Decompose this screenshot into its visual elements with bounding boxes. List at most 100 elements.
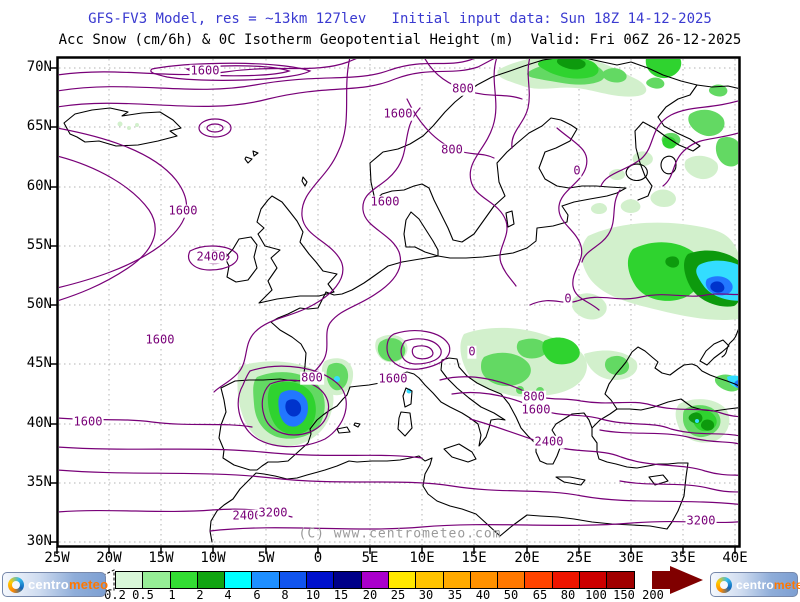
lat-label: 55N [26, 237, 52, 253]
centrometeo-swirl-icon [8, 576, 24, 593]
contour-label: 1600 [520, 402, 552, 417]
colorbar-label: 6 [253, 588, 261, 602]
contour-label: 800 [522, 389, 546, 404]
centrometeo-logo-left: centro meteo [2, 572, 109, 597]
contour-label: 3200 [685, 513, 717, 528]
colorbar-cell [333, 571, 362, 589]
colorbar-arrow-base [652, 571, 670, 589]
lat-label: 50N [26, 296, 52, 312]
colorbar-label: 15 [333, 588, 349, 602]
coast-norway-north-russia [369, 59, 738, 201]
lat-label: 60N [26, 178, 52, 194]
centrometeo-logo-right: centro meteo [710, 572, 800, 597]
contour-label: 800 [451, 81, 475, 96]
axis-ticks [50, 67, 736, 554]
colorbar-label: 100 [585, 588, 607, 602]
contour-label: 1600 [369, 194, 401, 209]
snow-bright-layer [267, 59, 717, 435]
colorbar [115, 571, 635, 589]
coast-ireland [224, 236, 258, 283]
colorbar-cell [251, 571, 280, 589]
lon-label: 40E [722, 550, 748, 566]
colorbar-label: 150 [613, 588, 635, 602]
colorbar-cell [442, 571, 471, 589]
colorbar-cell [278, 571, 308, 589]
colorbar-cell [169, 571, 198, 589]
colorbar-label: 0.2 [104, 588, 126, 602]
lat-label: 35N [26, 474, 52, 490]
colorbar-cell [115, 571, 144, 589]
contour-label: 1600 [189, 63, 221, 78]
colorbar-label: 4 [224, 588, 232, 602]
colorbar-cell [497, 571, 526, 589]
contour-label: 2400 [231, 508, 263, 523]
contour-label: 0 [467, 344, 477, 359]
contour-lines [59, 59, 738, 532]
contour-label: 0 [572, 163, 582, 178]
colorbar-label: 35 [447, 588, 463, 602]
contour-label: 1600 [167, 203, 199, 218]
contour-label: 0 [563, 291, 573, 306]
lon-label: 35E [670, 550, 696, 566]
logo-text-meteo: meteo [68, 577, 109, 592]
contour-label: 1600 [72, 414, 104, 429]
lon-label: 20W [96, 550, 122, 566]
contour-label: 1600 [382, 106, 414, 121]
lon-label: 15E [461, 550, 487, 566]
colorbar-cell [142, 571, 171, 589]
colorbar-cell [551, 571, 581, 589]
lon-label: 30E [618, 550, 644, 566]
lon-label: 15W [148, 550, 174, 566]
colorbar-label: 0.5 [132, 588, 154, 602]
lat-label: 70N [26, 59, 52, 75]
model-title: GFS-FV3 Model, res = ~13km 127lev Initia… [88, 11, 712, 27]
logo-text-centro: centro [736, 577, 774, 592]
colorbar-label: 65 [532, 588, 548, 602]
lon-label: 25E [566, 550, 592, 566]
coast-rivers-east [721, 328, 738, 358]
coast-faroe [244, 150, 308, 187]
coast-iceland [63, 107, 182, 147]
colorbar-cell [360, 571, 389, 589]
logo-text-meteo: meteo [773, 577, 800, 592]
colorbar-cell [469, 571, 499, 589]
field-valid-title: Acc Snow (cm/6h) & 0C Isotherm Geopotent… [58, 32, 742, 48]
lon-label: 20E [514, 550, 540, 566]
logo-text-centro: centro [28, 577, 69, 592]
colorbar-label: 200 [642, 588, 664, 602]
colorbar-label: 20 [362, 588, 378, 602]
colorbar-cell [606, 571, 635, 589]
centrometeo-swirl-icon [716, 576, 732, 593]
contour-label: 800 [440, 142, 464, 157]
contour-label: 3200 [257, 505, 289, 520]
coast-blacksea-north [604, 346, 738, 410]
lat-label: 30N [26, 533, 52, 549]
colorbar-cell [579, 571, 608, 589]
coastlines [63, 59, 738, 543]
colorbar-label: 25 [390, 588, 406, 602]
lon-label: 5W [257, 550, 275, 566]
lon-label: 10W [200, 550, 226, 566]
coast-white-sea [634, 84, 701, 201]
lat-label: 45N [26, 355, 52, 371]
colorbar-cell [524, 571, 553, 589]
contour-label: 1600 [377, 371, 409, 386]
lon-label: 10E [409, 550, 435, 566]
lon-label: 0 [313, 550, 323, 566]
colorbar-label: 40 [475, 588, 491, 602]
colorbar-label: 8 [281, 588, 289, 602]
colorbar-cell [224, 571, 253, 589]
colorbar-cell [415, 571, 444, 589]
coast-baltic-europe [209, 117, 689, 543]
colorbar-cell [387, 571, 417, 589]
colorbar-cell [306, 571, 335, 589]
colorbar-label: 80 [560, 588, 576, 602]
lon-label: 25W [44, 550, 70, 566]
contour-label: 2400 [533, 434, 565, 449]
colorbar-label: 1 [168, 588, 176, 602]
colorbar-label: 10 [305, 588, 321, 602]
colorbar-label: 2 [196, 588, 204, 602]
lat-label: 40N [26, 415, 52, 431]
coast-islands [336, 210, 669, 486]
